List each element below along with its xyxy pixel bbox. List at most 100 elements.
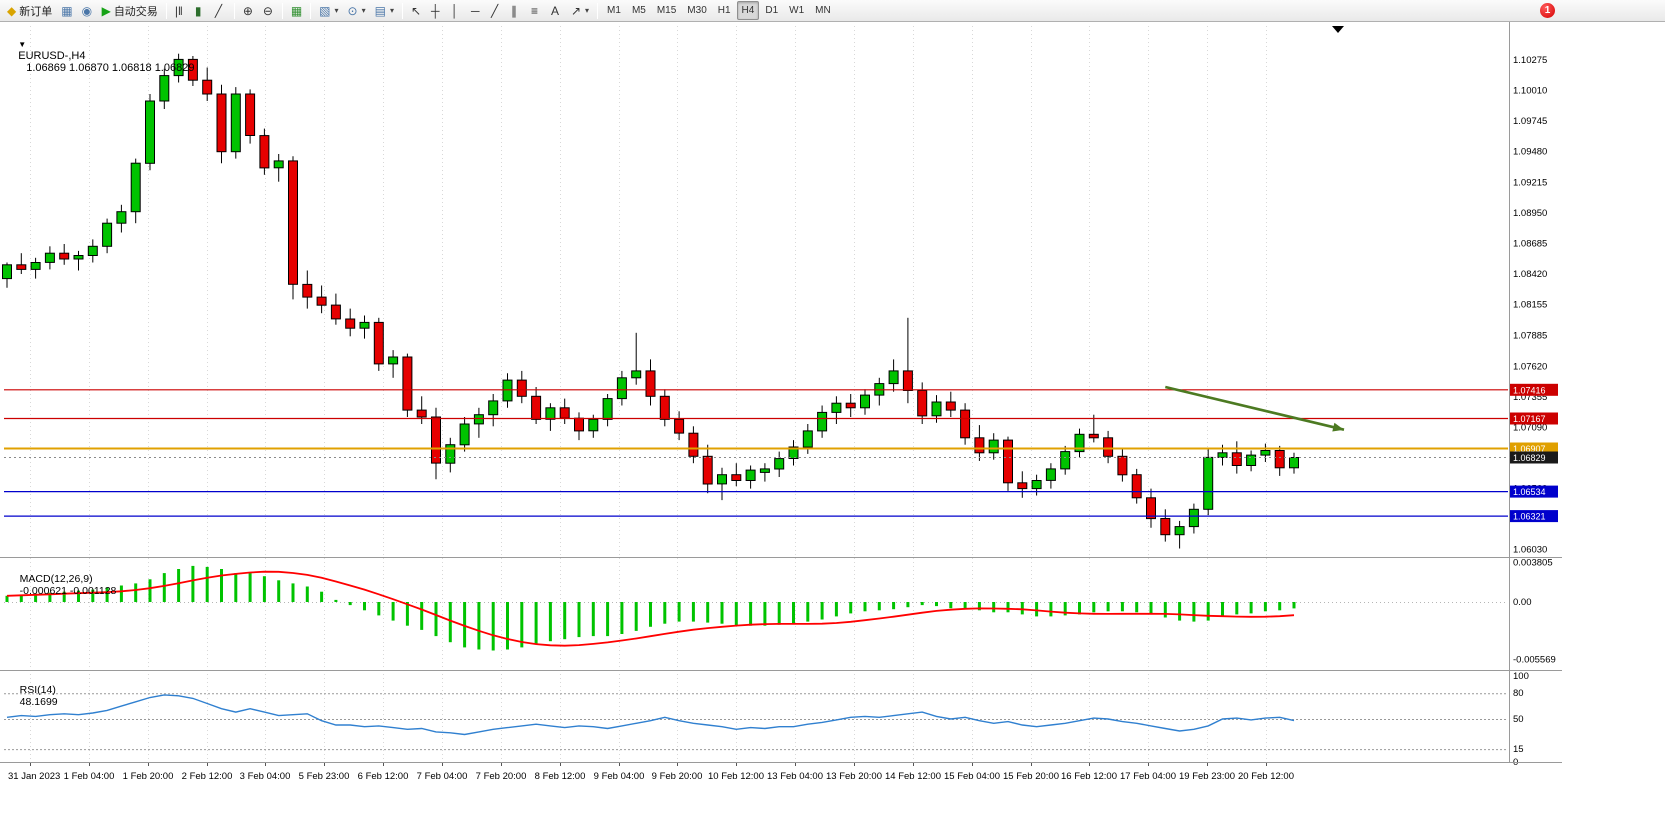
template-button[interactable]: ▤ ▾ — [371, 1, 398, 20]
candle-body — [459, 423, 470, 446]
chart-bars-button[interactable]: |‖ — [171, 1, 190, 20]
candle-body — [788, 446, 799, 459]
fibonacci-icon: ≡ — [530, 3, 538, 18]
candle-body — [1131, 474, 1142, 499]
time-axis-label: 2 Feb 12:00 — [182, 771, 233, 782]
timeframe-w1-button[interactable]: W1 — [789, 5, 805, 16]
candle-body — [1203, 456, 1214, 510]
charts-button[interactable]: ▦ — [57, 1, 76, 20]
zoom-out-icon: ⊖ — [262, 3, 273, 18]
candle-body — [1117, 455, 1128, 476]
symbol-dropdown-icon[interactable]: ▼ — [18, 40, 27, 49]
auto-trading-button[interactable]: ▶ 自动交易 — [98, 1, 162, 20]
period-button[interactable]: ⊙ ▾ — [344, 1, 370, 20]
candle-body — [1246, 454, 1257, 467]
time-axis-label: 5 Feb 23:00 — [299, 771, 350, 782]
zoom-out-button[interactable]: ⊖ — [259, 1, 278, 20]
horizontal-line-button[interactable]: ─ — [467, 1, 486, 20]
new-chart-button[interactable]: ▧ ▾ — [315, 1, 342, 20]
price-axis-label: 1.08155 — [1513, 300, 1547, 311]
time-axis-label: 31 Jan 2023 — [8, 771, 60, 782]
macd-scale-label: 0.00 — [1513, 597, 1532, 608]
timeframe-m30-button[interactable]: M30 — [687, 5, 707, 16]
candle-body — [116, 211, 127, 224]
data-window-button[interactable]: ◉ — [78, 1, 97, 20]
arrows-button[interactable]: ↗ ▾ — [567, 1, 593, 20]
notification-badge[interactable]: 1 — [1540, 3, 1555, 18]
new-order-button[interactable]: ◆ 新订单 — [3, 1, 56, 20]
equidistant-channel-icon: ∥ — [510, 3, 517, 18]
dropdown-arrow-icon[interactable]: ▾ — [585, 6, 590, 15]
candle-body — [1231, 452, 1242, 466]
new-order-button-label: 新订单 — [19, 5, 53, 18]
candle-body — [674, 418, 685, 434]
trendline-button[interactable]: ╱ — [487, 1, 506, 20]
trendline-icon: ╱ — [490, 3, 499, 18]
template-icon: ▤ — [374, 3, 386, 18]
candle-body — [1103, 437, 1114, 457]
price-marker — [1510, 383, 1558, 396]
candle-body — [588, 418, 599, 432]
timeframe-m1-button[interactable]: M1 — [607, 5, 621, 16]
text-icon: A — [550, 3, 559, 18]
text-button[interactable]: A — [547, 1, 566, 20]
zoom-in-button[interactable]: ⊕ — [239, 1, 258, 20]
fibonacci-button[interactable]: ≡ — [527, 1, 546, 20]
timeframe-m5-button[interactable]: M5 — [631, 5, 646, 16]
price-marker-label: 1.06534 — [1513, 487, 1546, 497]
candle-body — [1031, 480, 1042, 490]
dropdown-arrow-icon[interactable]: ▾ — [361, 6, 366, 15]
candle-body — [1217, 452, 1228, 458]
timeframe-mn-button[interactable]: MN — [815, 5, 831, 16]
time-axis-label: 15 Feb 04:00 — [944, 771, 1000, 782]
candle-body — [130, 162, 141, 213]
crosshair-button[interactable]: ┼ — [427, 1, 446, 20]
dropdown-arrow-icon[interactable]: ▾ — [389, 6, 394, 15]
tile-windows-button[interactable]: ▦ — [287, 1, 306, 20]
candlestick-series[interactable] — [2, 53, 1299, 549]
time-axis-label: 1 Feb 04:00 — [64, 771, 115, 782]
price-axis-label: 1.08685 — [1513, 238, 1547, 249]
candle-body — [1174, 526, 1185, 536]
candle-body — [960, 409, 971, 439]
time-axis-label: 14 Feb 12:00 — [885, 771, 941, 782]
chart-candles-button[interactable]: ▮ — [191, 1, 210, 20]
dropdown-arrow-icon[interactable]: ▾ — [334, 6, 339, 15]
candle-body — [1017, 482, 1028, 490]
candle-body — [1289, 457, 1299, 469]
chart-line-button[interactable]: ╱ — [211, 1, 230, 20]
timeframe-d1-button[interactable]: D1 — [765, 5, 779, 16]
candle-body — [616, 377, 627, 400]
time-axis-label: 6 Feb 12:00 — [358, 771, 409, 782]
candle-body — [1045, 468, 1056, 481]
chart-shift-marker[interactable] — [1332, 26, 1344, 33]
trend-arrow[interactable] — [1164, 385, 1345, 431]
timeframe-h4-button[interactable]: H4 — [736, 1, 760, 20]
candle-body — [316, 296, 327, 306]
channel-button[interactable]: ∥ — [507, 1, 526, 20]
candle-body — [717, 474, 727, 485]
timeframe-h1-button[interactable]: H1 — [717, 5, 731, 16]
candle-body — [688, 432, 699, 457]
candle-body — [388, 356, 399, 365]
candle-body — [473, 414, 484, 425]
cursor-button[interactable]: ↖ — [407, 1, 426, 20]
bars-chart-icon: |‖ — [174, 3, 183, 18]
candle-body — [831, 402, 842, 413]
candle-body — [445, 444, 456, 464]
vertical-line-button[interactable]: │ — [447, 1, 466, 20]
rsi-line — [6, 694, 1295, 736]
toolbar-separator — [281, 2, 283, 19]
price-axis-label: 1.07885 — [1513, 331, 1547, 342]
price-marker-label: 1.06829 — [1513, 453, 1546, 463]
time-axis-label: 17 Feb 04:00 — [1120, 771, 1176, 782]
price-marker — [1510, 510, 1558, 523]
price-axis-label: 1.09480 — [1513, 147, 1547, 158]
candle-body — [330, 304, 341, 320]
candle-body — [988, 439, 999, 454]
candle-body — [774, 458, 785, 470]
time-axis-label: 8 Feb 12:00 — [535, 771, 586, 782]
timeframe-m15-button[interactable]: M15 — [656, 5, 677, 16]
